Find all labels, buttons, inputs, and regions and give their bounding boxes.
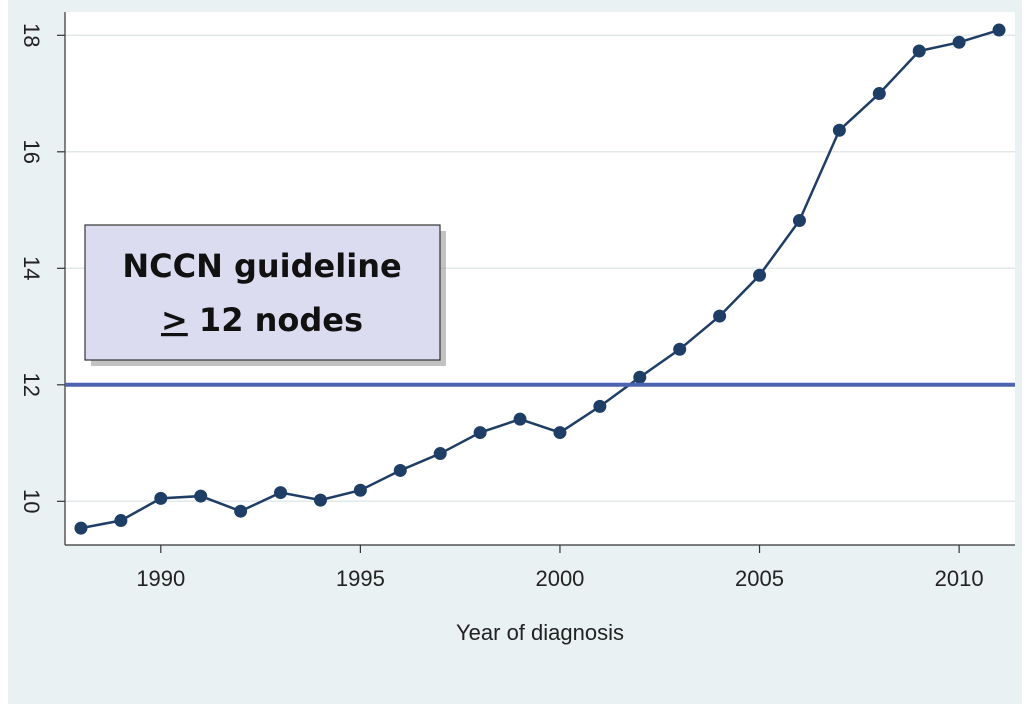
- data-point: [353, 483, 367, 497]
- data-point: [433, 447, 447, 461]
- data-point: [274, 486, 288, 500]
- x-tick-label: 2000: [535, 566, 584, 591]
- data-point: [633, 370, 647, 384]
- data-point: [792, 214, 806, 228]
- data-point: [513, 412, 527, 426]
- annotation-box: [84, 224, 441, 361]
- data-point: [713, 309, 727, 323]
- data-point: [912, 44, 926, 58]
- annotation-line: NCCN guideline: [122, 247, 401, 285]
- data-point: [393, 463, 407, 477]
- y-tick-label: 12: [19, 373, 44, 397]
- data-point: [872, 87, 886, 101]
- data-point: [74, 521, 88, 535]
- data-point: [114, 514, 128, 528]
- y-tick-label: 18: [19, 23, 44, 47]
- data-point: [832, 123, 846, 137]
- y-tick-label: 16: [19, 140, 44, 164]
- x-tick-label: 2010: [935, 566, 984, 591]
- x-tick-label: 2005: [735, 566, 784, 591]
- data-line: [80, 28, 1000, 530]
- data-point: [992, 23, 1006, 37]
- x-axis-label: Year of diagnosis: [456, 620, 624, 645]
- y-tick-label: 10: [19, 489, 44, 513]
- data-point: [952, 35, 966, 49]
- annotation-symbol: >: [161, 301, 188, 339]
- data-point: [313, 493, 327, 507]
- annotation-line: > 12 nodes: [161, 301, 363, 339]
- data-point: [753, 268, 767, 282]
- data-point: [473, 426, 487, 440]
- data-point: [593, 399, 607, 413]
- y-tick-label: 14: [19, 256, 44, 280]
- data-point: [553, 426, 567, 440]
- data-point: [234, 504, 248, 518]
- data-point: [154, 491, 168, 505]
- data-point: [673, 342, 687, 356]
- data-point: [194, 489, 208, 503]
- x-tick-label: 1995: [336, 566, 385, 591]
- x-tick-label: 1990: [136, 566, 185, 591]
- annotation-text: 12 nodes: [199, 301, 363, 339]
